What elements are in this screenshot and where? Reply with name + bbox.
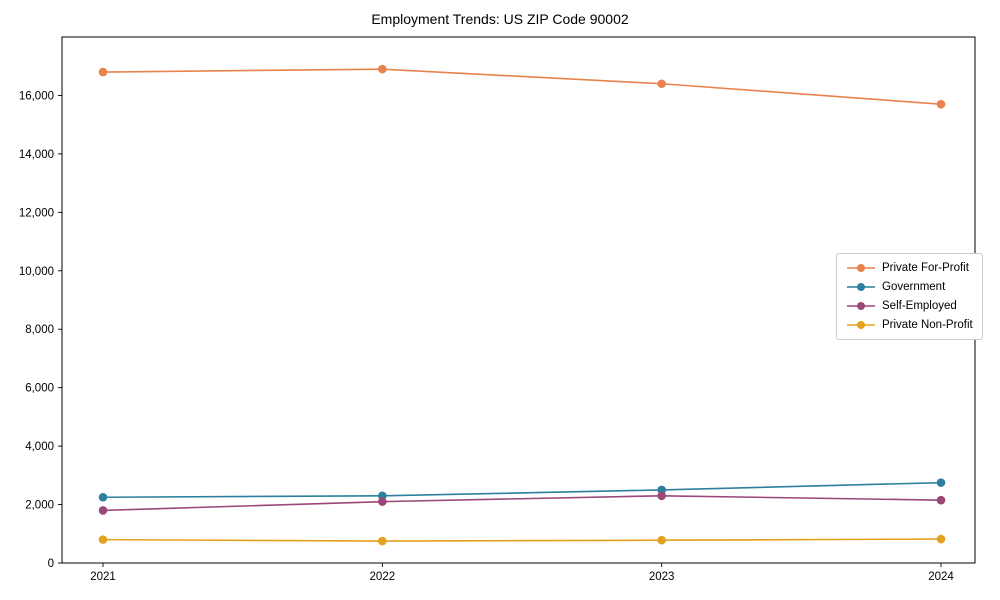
y-tick-label: 6,000: [25, 383, 54, 395]
legend: Private For-Profit Government Self-Employe…: [836, 253, 983, 340]
series-line-private-non-profit: [102, 538, 942, 542]
data-point-marker-private-for-profit: [657, 79, 666, 89]
data-point-marker-private-non-profit: [98, 535, 108, 544]
series-line-government: [102, 481, 942, 499]
data-point-marker-private-for-profit: [378, 64, 387, 74]
y-tick-label: 10,000: [19, 266, 54, 278]
legend-label: Self-Employed: [882, 300, 957, 312]
data-point-marker-self-employed: [378, 497, 387, 506]
x-tick-label: 2022: [370, 571, 396, 583]
data-point-marker-government: [98, 492, 108, 502]
data-point-marker-self-employed: [936, 495, 946, 505]
y-tick-label: 16,000: [19, 90, 54, 102]
y-tick-label: 2,000: [25, 500, 54, 512]
legend-swatch: [847, 321, 875, 329]
data-point-marker-private-non-profit: [378, 536, 387, 546]
legend-label: Government: [882, 281, 946, 293]
y-tick-label: 12,000: [19, 207, 54, 219]
legend-swatch: [847, 264, 875, 272]
legend-item: Private Non-Profit: [846, 319, 973, 331]
data-point-marker-private-for-profit: [936, 99, 946, 109]
x-tick-label: 2023: [649, 571, 675, 583]
x-tick-label: 2024: [928, 571, 954, 583]
legend-label: Private Non-Profit: [882, 319, 973, 331]
data-point-marker-self-employed: [657, 491, 666, 501]
legend-label: Private For-Profit: [882, 262, 969, 274]
legend-item: Government: [846, 281, 973, 293]
legend-marker-icon: [857, 302, 865, 310]
data-point-marker-private-non-profit: [936, 534, 946, 544]
legend-swatch: [847, 283, 875, 291]
legend-marker-icon: [857, 264, 865, 272]
series-line-self-employed: [102, 494, 942, 512]
chart-title: Employment Trends: US ZIP Code 90002: [371, 11, 629, 27]
data-point-marker-private-for-profit: [98, 67, 108, 77]
y-tick-label: 4,000: [25, 441, 54, 453]
legend-marker-icon: [857, 283, 865, 291]
legend-swatch: [847, 302, 875, 310]
series-line-private-for-profit: [102, 68, 942, 106]
y-tick-label: 14,000: [19, 149, 54, 161]
legend-marker-icon: [857, 321, 865, 329]
legend-item: Self-Employed: [846, 300, 973, 312]
data-point-marker-private-non-profit: [657, 535, 666, 545]
y-tick-label: 8,000: [25, 324, 54, 336]
legend-item: Private For-Profit: [846, 262, 973, 274]
x-tick-label: 2021: [90, 571, 116, 583]
y-tick-label: 0: [48, 558, 54, 570]
data-point-marker-government: [936, 478, 946, 487]
data-point-marker-self-employed: [98, 506, 108, 515]
